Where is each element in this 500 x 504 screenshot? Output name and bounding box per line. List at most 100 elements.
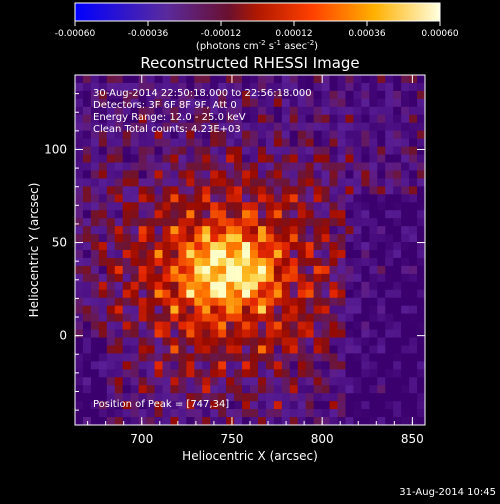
heatmap-cell	[194, 329, 203, 338]
heatmap-cell	[273, 369, 283, 378]
heatmap-cell	[114, 98, 124, 108]
heatmap-cell	[202, 106, 211, 116]
heatmap-cell	[154, 210, 163, 219]
heatmap-cell	[281, 82, 291, 92]
heatmap-cell	[106, 178, 116, 187]
heatmap-cell	[305, 186, 314, 195]
heatmap-cell	[210, 313, 219, 322]
heatmap-cell	[146, 265, 155, 275]
heatmap-cell	[385, 106, 394, 116]
heatmap-cell	[297, 98, 306, 108]
heatmap-cell	[194, 305, 203, 314]
heatmap-cell	[377, 385, 386, 394]
heatmap-cell	[234, 106, 243, 116]
heatmap-cell	[130, 122, 139, 131]
heatmap-cell	[114, 154, 124, 163]
heatmap-cell	[265, 417, 275, 425]
heatmap-cell	[98, 234, 108, 243]
heatmap-cell	[186, 329, 195, 338]
heatmap-cell	[401, 265, 410, 275]
heatmap-cell	[345, 178, 354, 187]
heatmap-cell	[114, 417, 124, 425]
heatmap-cell	[138, 313, 147, 322]
heatmap-cell	[361, 417, 370, 425]
heatmap-cell	[90, 281, 100, 291]
heatmap-cell	[297, 170, 306, 179]
heatmap-cell	[98, 202, 108, 211]
heatmap-cell	[122, 234, 131, 243]
heatmap-cell	[361, 385, 370, 394]
heatmap-cell	[178, 321, 187, 330]
annotation-detectors: Detectors: 3F 6F 8F 9F, Att 0	[93, 100, 237, 111]
heatmap-cell	[281, 202, 291, 211]
y-tick-label: 50	[52, 236, 67, 250]
heatmap-cell	[130, 369, 139, 378]
heatmap-cell	[218, 273, 227, 283]
heatmap-cell	[393, 234, 402, 243]
heatmap-cell	[369, 250, 378, 259]
heatmap-cell	[273, 162, 283, 171]
heatmap-cell	[409, 329, 418, 338]
heatmap-cell	[226, 305, 235, 314]
heatmap-cell	[369, 321, 378, 330]
heatmap-cell	[305, 178, 314, 187]
heatmap-cell	[242, 273, 251, 283]
heatmap-cell	[250, 114, 259, 124]
heatmap-cell	[242, 305, 251, 314]
heatmap-cell	[194, 75, 203, 84]
heatmap-cell	[409, 393, 418, 402]
heatmap-cell	[250, 138, 259, 147]
heatmap-cell	[82, 281, 92, 291]
heatmap-cell	[337, 385, 346, 394]
heatmap-cell	[377, 106, 386, 116]
heatmap-cell	[218, 250, 227, 259]
heatmap-cell	[122, 353, 131, 362]
heatmap-cell	[385, 273, 394, 283]
heatmap-cell	[82, 138, 92, 147]
heatmap-cell	[130, 385, 139, 394]
heatmap-cell	[321, 106, 330, 116]
heatmap-cell	[353, 329, 362, 338]
heatmap-cell	[361, 377, 370, 386]
heatmap-cell	[226, 297, 235, 306]
heatmap-cell	[130, 98, 139, 108]
heatmap-cell	[90, 114, 100, 124]
heatmap-cell	[90, 218, 100, 227]
heatmap-cell	[401, 409, 410, 418]
heatmap-cell	[385, 114, 394, 124]
heatmap-cell	[353, 313, 362, 322]
heatmap-cell	[186, 75, 195, 84]
heatmap-cell	[194, 226, 203, 235]
heatmap-cell	[321, 122, 330, 131]
heatmap-cell	[218, 242, 227, 251]
heatmap-cell	[250, 234, 259, 243]
heatmap-cell	[178, 329, 187, 338]
heatmap-cell	[146, 82, 155, 92]
heatmap-cell	[82, 218, 92, 227]
heatmap-cell	[353, 361, 362, 370]
heatmap-cell	[82, 321, 92, 330]
heatmap-cell	[345, 98, 354, 108]
heatmap-cell	[202, 75, 211, 84]
heatmap-cell	[82, 313, 92, 322]
heatmap-cell	[186, 337, 195, 346]
heatmap-cell	[377, 313, 386, 322]
heatmap-cell	[138, 250, 147, 259]
heatmap-cell	[122, 345, 131, 354]
heatmap-cell	[122, 98, 131, 108]
heatmap-cell	[138, 273, 147, 283]
heatmap-cell	[305, 250, 314, 259]
heatmap-cell	[289, 369, 299, 378]
heatmap-cell	[210, 218, 219, 227]
heatmap-cell	[297, 329, 306, 338]
heatmap-cell	[98, 154, 108, 163]
heatmap-cell	[385, 82, 394, 92]
heatmap-cell	[273, 106, 283, 116]
heatmap-cell	[353, 297, 362, 306]
heatmap-cell	[234, 98, 243, 108]
heatmap-cell	[409, 377, 418, 386]
heatmap-cell	[250, 75, 259, 84]
heatmap-cell	[146, 369, 155, 378]
heatmap-cell	[345, 401, 354, 410]
